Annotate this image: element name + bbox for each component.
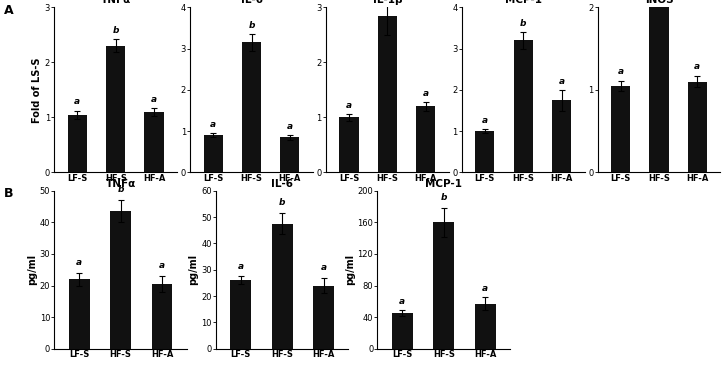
Text: B: B: [4, 187, 13, 200]
Bar: [106, 46, 125, 172]
Title: iNOS: iNOS: [644, 0, 673, 5]
Title: TNFα: TNFα: [106, 179, 135, 189]
Bar: [152, 284, 172, 349]
Text: a: a: [558, 77, 565, 86]
Bar: [688, 82, 707, 172]
Text: a: a: [346, 101, 352, 110]
Bar: [68, 115, 87, 172]
Bar: [434, 222, 454, 349]
Bar: [552, 100, 571, 172]
Y-axis label: pg/ml: pg/ml: [188, 254, 198, 285]
Bar: [392, 313, 413, 349]
Y-axis label: Fold of LS-S: Fold of LS-S: [32, 57, 42, 123]
Bar: [272, 224, 292, 349]
Bar: [69, 279, 90, 349]
Text: a: a: [287, 122, 293, 131]
Bar: [110, 211, 131, 349]
Title: IL-6: IL-6: [272, 179, 293, 189]
Text: a: a: [618, 67, 623, 76]
Title: TNFα: TNFα: [101, 0, 131, 5]
Text: b: b: [520, 19, 526, 28]
Bar: [242, 43, 261, 172]
Bar: [340, 117, 358, 172]
Text: a: a: [423, 88, 429, 98]
Bar: [649, 0, 668, 172]
Text: b: b: [248, 21, 255, 30]
Text: a: a: [321, 264, 327, 272]
Text: a: a: [694, 62, 700, 71]
Y-axis label: pg/ml: pg/ml: [345, 254, 355, 285]
Bar: [280, 137, 300, 172]
Text: a: a: [75, 97, 80, 106]
Text: a: a: [399, 297, 405, 306]
Text: a: a: [151, 95, 157, 104]
Text: A: A: [4, 4, 13, 17]
Text: b: b: [440, 193, 447, 202]
Text: b: b: [279, 197, 285, 207]
Bar: [230, 280, 251, 349]
Bar: [611, 86, 630, 172]
Text: a: a: [76, 258, 83, 266]
Bar: [475, 131, 494, 172]
Bar: [475, 304, 495, 349]
Text: a: a: [482, 284, 488, 294]
Text: a: a: [237, 262, 244, 271]
Text: a: a: [210, 120, 216, 129]
Bar: [416, 106, 435, 172]
Y-axis label: pg/ml: pg/ml: [27, 254, 37, 285]
Text: b: b: [112, 26, 119, 35]
Bar: [203, 135, 223, 172]
Title: IL-1β: IL-1β: [373, 0, 402, 5]
Bar: [313, 286, 334, 349]
Bar: [513, 40, 533, 172]
Title: MCP-1: MCP-1: [425, 179, 462, 189]
Bar: [145, 112, 164, 172]
Text: a: a: [159, 261, 165, 270]
Text: b: b: [117, 185, 124, 194]
Text: a: a: [481, 116, 488, 125]
Title: IL-6: IL-6: [240, 0, 263, 5]
Bar: [378, 16, 397, 172]
Title: MCP-1: MCP-1: [505, 0, 542, 5]
